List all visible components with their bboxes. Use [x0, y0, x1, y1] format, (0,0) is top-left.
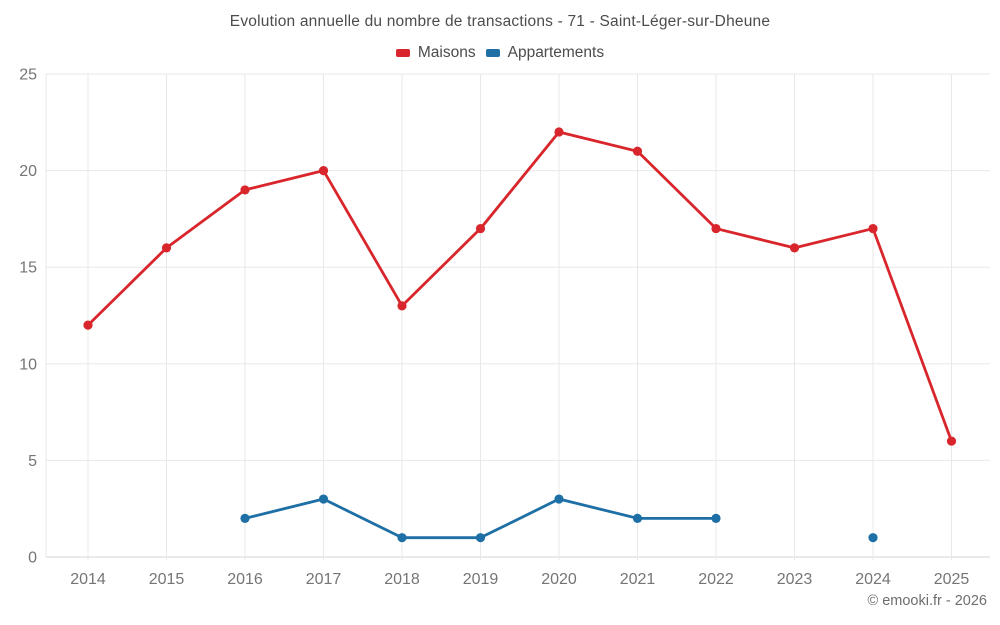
- x-axis-tick-label: 2017: [306, 571, 342, 588]
- x-axis-tick-label: 2015: [149, 571, 185, 588]
- data-point-appartements[interactable]: [868, 533, 878, 543]
- y-axis-tick-label: 5: [28, 453, 37, 470]
- legend-item-appartements[interactable]: Appartements: [485, 44, 605, 62]
- x-axis-tick-label: 2022: [698, 571, 734, 588]
- data-point-maisons[interactable]: [397, 301, 407, 311]
- x-axis-tick-label: 2025: [934, 571, 970, 588]
- legend-label-appartements: Appartements: [507, 44, 605, 61]
- chart-title: Evolution annuelle du nombre de transact…: [229, 13, 771, 30]
- data-point-appartements[interactable]: [554, 494, 564, 504]
- data-point-maisons[interactable]: [83, 320, 93, 330]
- copyright-text: © emooki.fr - 2026: [867, 593, 987, 609]
- data-point-maisons[interactable]: [554, 127, 564, 137]
- x-axis-tick-label: 2016: [227, 571, 263, 588]
- chart-legend: Maisons Appartements: [0, 44, 1000, 62]
- data-point-maisons[interactable]: [868, 223, 878, 234]
- y-axis-tick-label: 15: [19, 260, 37, 277]
- y-axis-tick-label: 10: [19, 356, 37, 373]
- data-point-appartements[interactable]: [397, 533, 407, 543]
- data-point-maisons[interactable]: [789, 243, 800, 253]
- data-point-maisons[interactable]: [632, 146, 643, 156]
- y-axis-tick-label: 20: [19, 163, 37, 180]
- data-point-appartements[interactable]: [318, 494, 329, 504]
- data-point-appartements[interactable]: [632, 513, 643, 523]
- data-point-appartements[interactable]: [475, 533, 486, 543]
- data-point-maisons[interactable]: [475, 223, 486, 234]
- x-axis-tick-label: 2019: [463, 571, 499, 588]
- data-point-maisons[interactable]: [711, 223, 721, 234]
- x-axis-tick-label: 2024: [855, 571, 891, 588]
- data-point-maisons[interactable]: [946, 436, 957, 446]
- appartements-swatch-icon: [485, 49, 500, 57]
- y-axis-tick-label: 25: [19, 67, 37, 84]
- data-point-maisons[interactable]: [318, 166, 329, 176]
- data-point-appartements[interactable]: [240, 513, 250, 523]
- legend-label-maisons: Maisons: [417, 44, 476, 61]
- data-point-appartements[interactable]: [711, 513, 721, 523]
- y-axis-tick-label: 0: [28, 550, 37, 567]
- x-axis-tick-label: 2014: [70, 571, 106, 588]
- x-axis-tick-label: 2021: [620, 571, 656, 588]
- x-axis-tick-label: 2023: [777, 571, 813, 588]
- legend-item-maisons[interactable]: Maisons: [395, 44, 476, 62]
- maisons-swatch-icon: [395, 49, 410, 57]
- x-axis-tick-label: 2020: [541, 571, 577, 588]
- data-point-maisons[interactable]: [240, 185, 250, 195]
- data-point-maisons[interactable]: [161, 243, 172, 253]
- x-axis-tick-label: 2018: [384, 571, 420, 588]
- series-line-maisons: [86, 130, 953, 443]
